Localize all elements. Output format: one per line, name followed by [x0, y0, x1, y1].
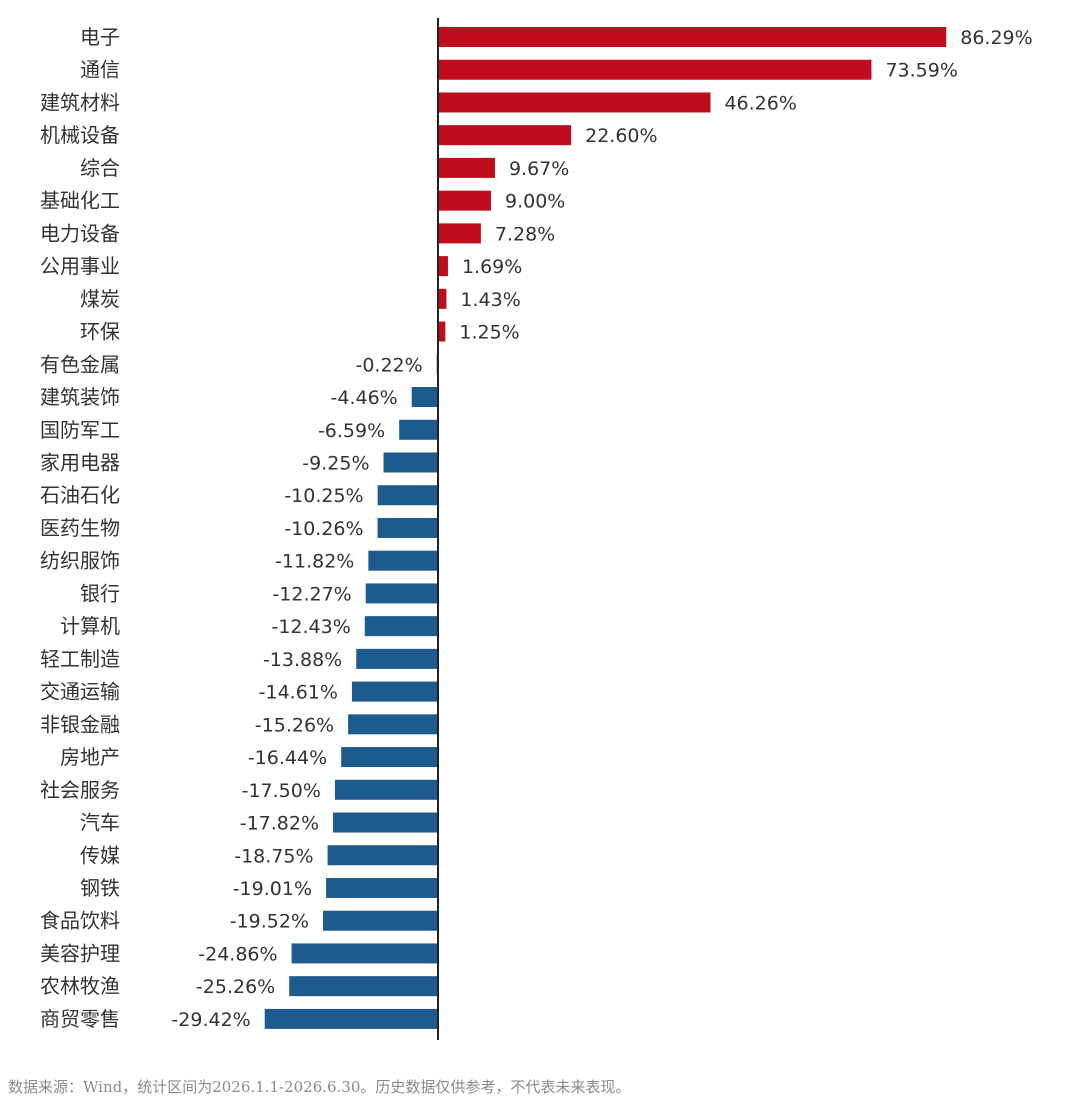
bar [333, 812, 438, 833]
value-label: -10.26% [284, 518, 363, 540]
category-label: 环保 [80, 320, 120, 344]
bar [411, 387, 438, 408]
category-label: 建筑材料 [40, 90, 120, 114]
bar [364, 616, 438, 637]
bar [334, 779, 438, 800]
source-footnote: 数据来源：Wind，统计区间为2026.1.1-2026.6.30。历史数据仅供… [8, 1078, 631, 1096]
value-label: -10.25% [284, 485, 363, 507]
category-label: 电力设备 [40, 221, 120, 245]
value-label: 1.69% [462, 256, 522, 278]
category-label: 石油石化 [40, 483, 120, 507]
category-label: 食品饮料 [40, 909, 120, 933]
category-label: 煤炭 [80, 287, 120, 311]
bar [377, 517, 438, 538]
category-label: 机械设备 [40, 123, 120, 147]
value-label: -19.01% [233, 878, 312, 900]
value-label: -29.42% [171, 1009, 250, 1031]
bar [377, 485, 438, 506]
bar [264, 1008, 438, 1029]
bar [383, 452, 438, 473]
value-label: -18.75% [234, 845, 313, 867]
value-label: 46.26% [724, 92, 796, 114]
category-label: 建筑装饰 [40, 385, 120, 409]
value-label: -11.82% [275, 551, 354, 573]
category-label: 电子 [80, 25, 120, 49]
value-label: -16.44% [248, 747, 327, 769]
value-label: -17.50% [242, 780, 321, 802]
category-label: 家用电器 [40, 450, 120, 474]
bar [348, 714, 438, 735]
value-label: -25.26% [196, 976, 275, 998]
bar [438, 27, 947, 47]
bar [289, 976, 438, 997]
category-label: 公用事业 [40, 254, 120, 278]
category-label: 商贸零售 [40, 1007, 120, 1031]
bar [351, 681, 438, 702]
bar [368, 550, 438, 571]
bar [438, 288, 447, 309]
category-label: 交通运输 [40, 680, 120, 704]
category-label: 有色金属 [40, 352, 120, 376]
bar [323, 910, 438, 931]
value-label: -12.27% [272, 583, 351, 605]
bar [326, 877, 438, 898]
value-label: 9.00% [505, 191, 565, 213]
value-label: -4.46% [331, 387, 398, 409]
bar [438, 256, 448, 277]
bar [438, 157, 495, 178]
value-label: 7.28% [495, 223, 555, 245]
category-label: 基础化工 [40, 189, 120, 213]
value-label: 86.29% [960, 27, 1032, 49]
category-label: 通信 [80, 58, 120, 82]
bar [399, 419, 438, 440]
value-label: 9.67% [509, 158, 569, 180]
value-label: -19.52% [230, 911, 309, 933]
bar [438, 190, 492, 211]
category-label: 国防军工 [40, 418, 120, 442]
category-label: 房地产 [60, 745, 120, 769]
bar-chart: 电子 86.29% 通信 73.59% 建筑材料 46.26% 机械设备 22.60% 综合 9.… [40, 18, 1033, 1040]
value-label: -14.61% [259, 682, 338, 704]
category-label: 钢铁 [80, 876, 120, 900]
value-label: -13.88% [263, 649, 342, 671]
value-label: -17.82% [240, 813, 319, 835]
value-label: 1.25% [459, 322, 519, 344]
value-label: -9.25% [302, 452, 369, 474]
category-label: 轻工制造 [40, 647, 120, 671]
bar [438, 125, 572, 146]
category-label: 银行 [80, 581, 120, 605]
bar [438, 59, 872, 80]
bar [356, 648, 438, 669]
bar [438, 223, 481, 244]
category-label: 计算机 [60, 614, 120, 638]
category-label: 美容护理 [40, 941, 120, 965]
bar [365, 583, 438, 604]
bar [341, 747, 438, 768]
value-label: -24.86% [198, 943, 277, 965]
value-label: -12.43% [271, 616, 350, 638]
bar [291, 943, 438, 964]
category-label: 传媒 [80, 843, 120, 867]
category-label: 汽车 [80, 811, 120, 835]
category-label: 社会服务 [40, 778, 120, 802]
category-label: 非银金融 [40, 712, 120, 736]
bar [438, 92, 711, 113]
bar [327, 845, 438, 866]
value-label: -6.59% [318, 420, 385, 442]
category-label: 农林牧渔 [40, 974, 120, 998]
value-label: -15.26% [255, 714, 334, 736]
category-label: 医药生物 [40, 516, 120, 540]
bar [438, 321, 446, 342]
value-label: 22.60% [585, 125, 657, 147]
value-label: 1.43% [460, 289, 520, 311]
value-label: -0.22% [355, 354, 422, 376]
value-label: 73.59% [885, 60, 957, 82]
category-label: 综合 [80, 156, 120, 180]
category-label: 纺织服饰 [40, 549, 120, 573]
